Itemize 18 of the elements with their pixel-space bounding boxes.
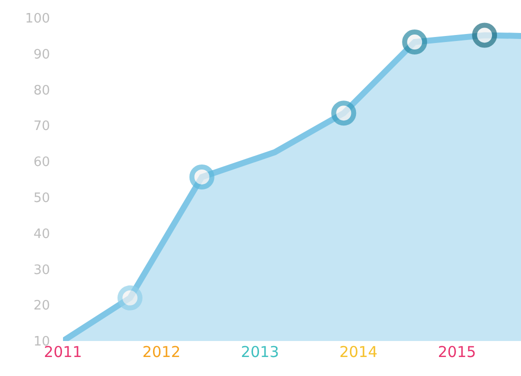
y-tick-label: 40 <box>33 226 50 242</box>
point <box>189 164 214 190</box>
point <box>331 100 356 126</box>
point <box>472 22 498 48</box>
x-tick-label: 2012 <box>142 343 181 361</box>
y-tick-label: 20 <box>33 298 50 314</box>
y-tick-label: 100 <box>25 12 50 27</box>
x-tick-label: 2013 <box>240 343 280 361</box>
point <box>117 285 142 310</box>
x-tick-label: 2014 <box>339 343 378 361</box>
x-tick-label: 2015 <box>438 343 476 361</box>
y-tick-label: 30 <box>33 262 50 278</box>
y-tick-label: 70 <box>33 119 50 134</box>
point <box>402 30 428 55</box>
y-tick-label: 60 <box>33 155 50 170</box>
y-tick-label: 80 <box>33 83 50 98</box>
y-tick-label: 90 <box>33 47 50 62</box>
y-tick-label: 50 <box>33 190 50 206</box>
